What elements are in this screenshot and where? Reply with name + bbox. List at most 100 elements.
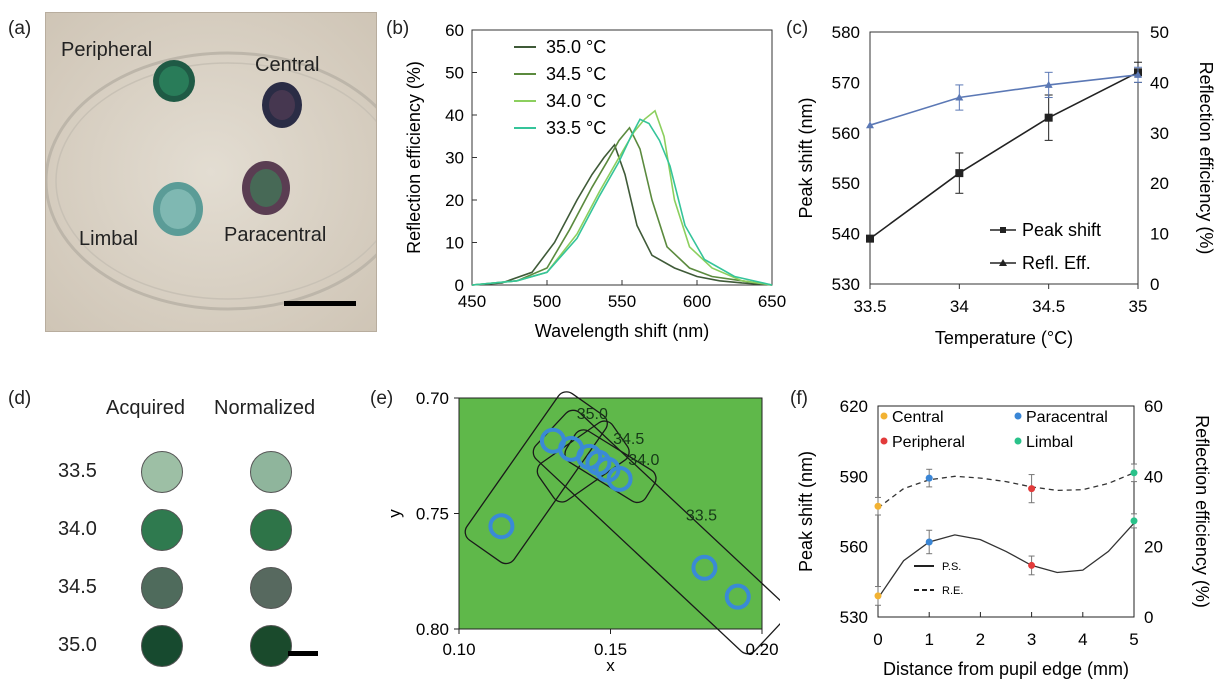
re-fit-curve <box>877 472 1135 509</box>
x-tick-label: 33.5 <box>853 297 886 316</box>
label-limbal: Limbal <box>79 228 138 250</box>
data-point <box>1044 113 1053 122</box>
re-data-point <box>874 502 882 510</box>
y-right-axis-label: Reflection efficiency (%) <box>1192 415 1212 608</box>
plot-frame <box>471 29 773 286</box>
y-tick-label: 530 <box>840 608 868 627</box>
legend-label: Limbal <box>1026 434 1073 451</box>
legend-label: 33.5 °C <box>546 118 606 138</box>
legend-label: 34.0 °C <box>546 91 606 111</box>
data-point <box>866 234 874 243</box>
x-tick-label: 4 <box>1078 630 1087 649</box>
legend-label: Refl. Eff. <box>1022 253 1091 273</box>
x-tick-label: 550 <box>608 292 636 311</box>
scale-bar-d <box>288 651 318 656</box>
panel-f-label: (f) <box>790 388 808 409</box>
x-axis-label: x <box>606 656 615 675</box>
swatch-acquired <box>141 625 183 667</box>
header-acquired: Acquired <box>106 397 185 419</box>
label-central: Central <box>255 54 320 76</box>
series-line <box>471 109 773 286</box>
y-tick-label: 540 <box>832 225 860 244</box>
position-marker <box>724 583 751 610</box>
y-right-tick-label: 0 <box>1144 608 1153 627</box>
swatch-acquired <box>141 567 183 609</box>
petri-dish-rim <box>46 51 376 311</box>
chart-f-distance: 0 1 2 3 4 5 530 560 590 620 0 20 40 60 Distance from p… <box>796 397 1212 679</box>
swatch-temp-label: 34.0 <box>58 518 97 540</box>
y-tick-label: 550 <box>832 174 860 193</box>
y-right-tick-label: 20 <box>1150 174 1169 193</box>
y-tick-label: 40 <box>445 106 464 125</box>
y-axis-label: y <box>385 509 404 518</box>
swatch-acquired <box>141 509 183 551</box>
data-point <box>955 169 964 178</box>
x-tick-label: 600 <box>683 292 711 311</box>
x-axis-label: Distance from pupil edge (mm) <box>883 659 1129 679</box>
swatch-acquired <box>141 451 183 493</box>
series-line <box>471 143 773 286</box>
legend-label: Paracentral <box>1026 409 1108 426</box>
panel-e-label: (e) <box>370 388 394 409</box>
legend-marker <box>999 259 1007 266</box>
chart-e-positions: 35.0 34.5 34.0 33.5 0.10 0.15 0.20 0.70 0.75 0.80… <box>385 389 780 675</box>
group-label: 35.0 <box>577 406 608 423</box>
data-point <box>1044 80 1053 88</box>
y-tick-label: 0.80 <box>416 620 449 639</box>
x-tick-label: 34.5 <box>1032 297 1065 316</box>
panel-d-label: (d) <box>8 388 32 409</box>
series-line <box>869 71 1139 240</box>
data-point <box>955 93 964 101</box>
x-axis-label: Wavelength shift (nm) <box>535 321 709 341</box>
x-axis-label: Temperature (°C) <box>935 328 1073 348</box>
y-tick-label: 30 <box>445 149 464 168</box>
y-tick-label: 620 <box>840 397 868 416</box>
re-data-point <box>925 474 933 482</box>
label-peripheral: Peripheral <box>61 39 153 61</box>
series-line <box>471 118 773 286</box>
group-box <box>464 391 608 565</box>
x-tick-label: 34 <box>950 297 969 316</box>
y-tick-label: 60 <box>445 21 464 40</box>
header-normalized: Normalized <box>214 397 316 419</box>
x-tick-label: 500 <box>533 292 561 311</box>
y-tick-label: 530 <box>832 275 860 294</box>
data-point <box>1134 70 1142 78</box>
re-data-point <box>1028 485 1036 493</box>
petri-dish-photo <box>46 13 376 331</box>
swatch-normalized <box>250 625 292 667</box>
ps-data-point <box>1028 561 1036 569</box>
scale-bar <box>284 301 356 306</box>
y-tick-label: 0 <box>455 276 464 295</box>
y-tick-label: 590 <box>840 467 868 486</box>
ps-data-point <box>925 538 933 546</box>
position-marker <box>488 513 515 540</box>
panel-c-label: (c) <box>786 18 809 39</box>
y-tick-label: 0.75 <box>416 505 449 524</box>
group-label: 34.0 <box>628 452 659 469</box>
petri-dish-inner <box>55 62 376 300</box>
y-right-tick-label: 40 <box>1150 73 1169 92</box>
legend-label: Peak shift <box>1022 220 1101 240</box>
y-tick-label: 0.70 <box>416 389 449 408</box>
y-right-tick-label: 40 <box>1144 467 1163 486</box>
y-axis-label: Reflection efficiency (%) <box>404 61 424 254</box>
legend-marker <box>1014 437 1022 445</box>
plot-background <box>458 397 763 630</box>
y-right-tick-label: 60 <box>1144 397 1163 416</box>
label-paracentral: Paracentral <box>224 224 327 246</box>
legend-marker <box>880 437 888 445</box>
x-tick-label: 0 <box>873 630 882 649</box>
y-axis-label: Peak shift (nm) <box>796 97 816 218</box>
position-marker <box>606 465 633 492</box>
plot-frame <box>869 31 1139 285</box>
y-tick-label: 570 <box>832 73 860 92</box>
y-tick-label: 560 <box>832 124 860 143</box>
x-tick-label: 35 <box>1129 297 1148 316</box>
position-marker <box>691 554 718 581</box>
legend-label: Central <box>892 409 944 426</box>
legend-marker <box>1000 227 1006 233</box>
y-tick-label: 560 <box>840 538 868 557</box>
swatch-temp-label: 34.5 <box>58 576 97 598</box>
swatch-normalized <box>250 567 292 609</box>
